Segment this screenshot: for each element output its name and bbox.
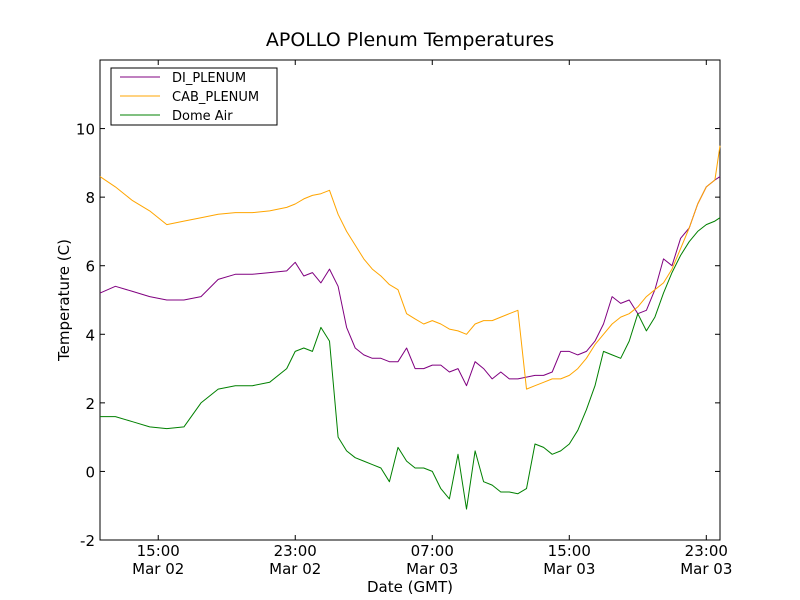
x-tick-label-date: Mar 03	[406, 560, 458, 578]
x-tick-label-time: 23:00	[274, 542, 317, 560]
x-tick-label-date: Mar 03	[680, 560, 732, 578]
x-tick-label-date: Mar 03	[543, 560, 595, 578]
y-tick-label: 10	[76, 121, 95, 139]
x-tick-label-time: 23:00	[685, 542, 728, 560]
x-tick-label-time: 15:00	[137, 542, 180, 560]
series-line-dome-air	[100, 217, 721, 510]
y-axis-label: Temperature (C)	[55, 239, 73, 362]
y-tick-label: 4	[85, 326, 95, 344]
y-tick-label: -2	[80, 532, 95, 550]
legend: DI_PLENUM CAB_PLENUM Dome Air	[110, 67, 278, 126]
x-tick-label-time: 07:00	[411, 542, 454, 560]
plot-area	[99, 59, 721, 541]
y-tick-label: 0	[85, 463, 95, 481]
series-line-cab-plenum	[99, 145, 721, 390]
x-tick-label-date: Mar 02	[269, 560, 321, 578]
y-tick-label: 8	[85, 189, 95, 207]
legend-label-dome-air: Dome Air	[172, 109, 233, 124]
x-tick-label-date: Mar 02	[132, 560, 184, 578]
y-tick-label: 6	[85, 258, 95, 276]
x-tick-label-time: 15:00	[548, 542, 591, 560]
y-tick-label: 2	[85, 395, 95, 413]
legend-label-cab-plenum: CAB_PLENUM	[172, 90, 259, 105]
legend-label-di-plenum: DI_PLENUM	[172, 71, 246, 86]
x-axis-label: Date (GMT)	[367, 578, 453, 596]
chart-title: APOLLO Plenum Temperatures	[266, 29, 554, 51]
